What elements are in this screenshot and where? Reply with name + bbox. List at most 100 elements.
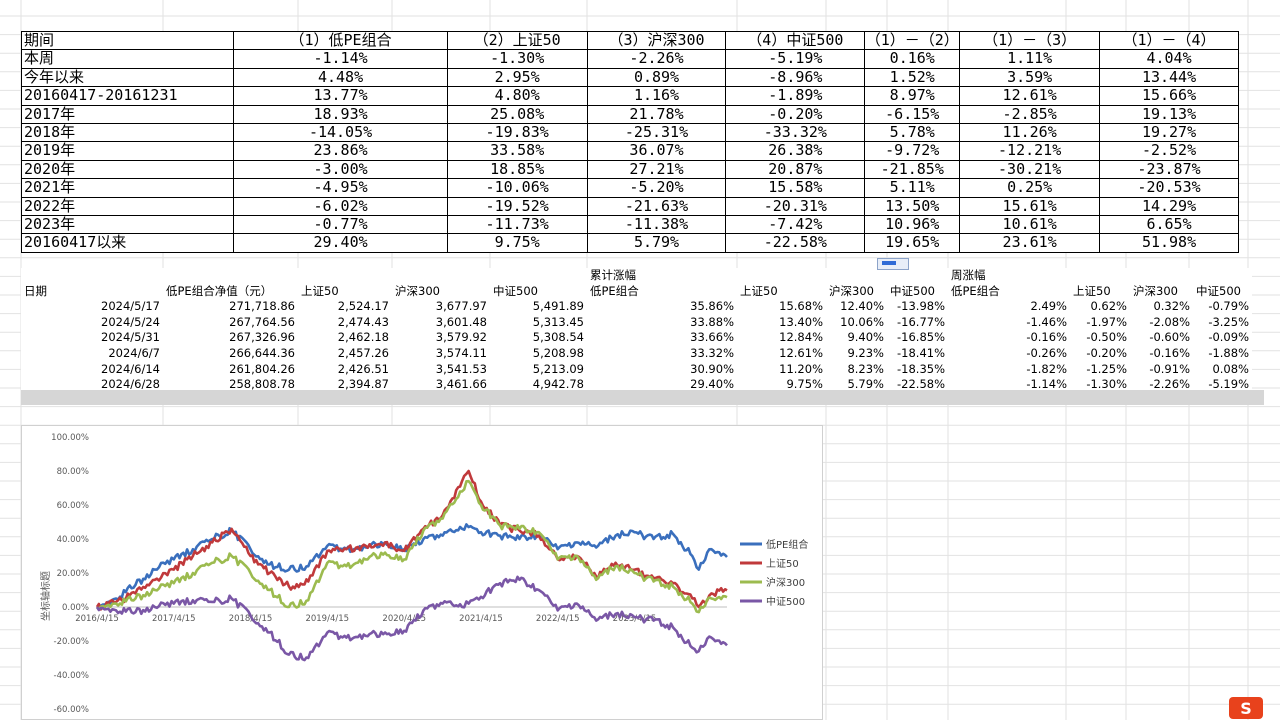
detail-value-cell[interactable]: -18.35%: [897, 361, 945, 376]
series-line-上证50[interactable]: [95, 469, 728, 611]
detail-value-cell[interactable]: 33.88%: [690, 314, 734, 329]
summary-value-cell[interactable]: 27.21%: [586, 159, 727, 180]
summary-value-cell[interactable]: 36.07%: [586, 141, 727, 161]
summary-period-cell[interactable]: 20160417以来: [20, 233, 235, 253]
detail-value-cell[interactable]: 5.79%: [847, 377, 884, 392]
detail-value-cell[interactable]: 0.08%: [1212, 361, 1249, 376]
summary-value-cell[interactable]: -22.58%: [725, 233, 866, 253]
empty-cell[interactable]: [21, 268, 163, 284]
detail-value-cell[interactable]: -1.88%: [1208, 345, 1249, 360]
legend-label[interactable]: 沪深300: [766, 576, 805, 589]
detail-value-cell[interactable]: 2,474.43: [337, 314, 389, 329]
detail-value-cell[interactable]: 2,457.26: [337, 345, 389, 360]
detail-header-cell[interactable]: 低PE组合: [951, 283, 1000, 298]
detail-value-cell[interactable]: 11.20%: [779, 361, 823, 376]
summary-header-cell[interactable]: （1）低PE组合: [233, 30, 448, 51]
detail-value-cell[interactable]: 261,804.26: [229, 361, 295, 376]
summary-value-cell[interactable]: 18.93%: [233, 104, 448, 125]
empty-cell[interactable]: [298, 268, 392, 284]
detail-value-cell[interactable]: 4,942.78: [532, 377, 584, 392]
summary-value-cell[interactable]: -6.02%: [233, 196, 448, 217]
cumulative-group-label[interactable]: 累计涨幅: [590, 268, 636, 282]
detail-header-cell[interactable]: 上证50: [1073, 283, 1111, 298]
summary-value-cell[interactable]: 23.61%: [959, 233, 1101, 253]
summary-period-cell[interactable]: 2022年: [20, 196, 235, 217]
summary-value-cell[interactable]: -19.83%: [446, 123, 588, 143]
summary-value-cell[interactable]: 26.38%: [725, 141, 866, 161]
summary-value-cell[interactable]: 12.61%: [959, 86, 1101, 106]
summary-value-cell[interactable]: 21.78%: [586, 104, 727, 125]
summary-header-cell[interactable]: （1）－（4）: [1099, 30, 1239, 51]
detail-header-cell[interactable]: 中证500: [890, 283, 935, 298]
summary-value-cell[interactable]: -1.89%: [725, 86, 866, 106]
summary-value-cell[interactable]: -21.63%: [586, 196, 727, 217]
summary-value-cell[interactable]: 0.25%: [959, 178, 1101, 198]
summary-value-cell[interactable]: 33.58%: [446, 141, 588, 161]
empty-cell[interactable]: [1193, 268, 1252, 284]
detail-value-cell[interactable]: 2,426.51: [337, 361, 389, 376]
line-chart[interactable]: 100.00% 80.00% 60.00% 40.00% 20.00% 0.00% -20.…: [21, 425, 823, 720]
summary-value-cell[interactable]: 5.79%: [586, 233, 727, 253]
empty-cell[interactable]: [737, 268, 826, 284]
detail-value-cell[interactable]: 33.32%: [690, 345, 734, 360]
summary-value-cell[interactable]: 18.85%: [446, 159, 588, 180]
detail-value-cell[interactable]: -0.60%: [1149, 330, 1190, 345]
detail-value-cell[interactable]: 3,601.48: [435, 314, 487, 329]
summary-header-cell[interactable]: （3）沪深300: [586, 30, 727, 51]
series-line-沪深300[interactable]: [95, 479, 728, 614]
series-line-中证500[interactable]: [95, 575, 728, 662]
summary-value-cell[interactable]: 6.65%: [1099, 215, 1239, 235]
detail-value-cell[interactable]: 2,524.17: [337, 299, 389, 314]
summary-value-cell[interactable]: -14.05%: [233, 123, 448, 143]
detail-value-cell[interactable]: 5,491.89: [532, 299, 584, 314]
summary-value-cell[interactable]: 0.89%: [586, 67, 727, 88]
detail-value-cell[interactable]: 267,764.56: [229, 314, 295, 329]
summary-value-cell[interactable]: 1.16%: [586, 86, 727, 106]
summary-value-cell[interactable]: 25.08%: [446, 104, 588, 125]
detail-value-cell[interactable]: 9.75%: [786, 377, 823, 392]
summary-header-cell[interactable]: （4）中证500: [725, 30, 866, 51]
summary-value-cell[interactable]: 3.59%: [959, 67, 1101, 88]
summary-value-cell[interactable]: 19.65%: [864, 233, 961, 253]
summary-value-cell[interactable]: 13.44%: [1099, 67, 1239, 88]
detail-value-cell[interactable]: -0.16%: [1026, 330, 1067, 345]
summary-value-cell[interactable]: -0.20%: [725, 104, 866, 125]
detail-value-cell[interactable]: -3.25%: [1208, 314, 1249, 329]
empty-cell[interactable]: [887, 268, 948, 284]
summary-value-cell[interactable]: -21.85%: [864, 159, 961, 180]
summary-period-cell[interactable]: 2018年: [20, 123, 235, 143]
detail-value-cell[interactable]: -0.91%: [1149, 361, 1190, 376]
detail-date-cell[interactable]: 2024/5/24: [101, 314, 160, 329]
detail-value-cell[interactable]: -0.09%: [1208, 330, 1249, 345]
summary-value-cell[interactable]: 5.78%: [864, 123, 961, 143]
detail-value-cell[interactable]: -1.25%: [1086, 361, 1127, 376]
detail-date-cell[interactable]: 2024/6/28: [101, 377, 160, 392]
summary-header-cell[interactable]: 期间: [20, 30, 235, 51]
detail-date-cell[interactable]: 2024/6/14: [101, 361, 160, 376]
detail-value-cell[interactable]: -1.14%: [1026, 377, 1067, 392]
summary-value-cell[interactable]: 15.58%: [725, 178, 866, 198]
detail-value-cell[interactable]: 3,677.97: [435, 299, 487, 314]
summary-value-cell[interactable]: -2.26%: [586, 49, 727, 69]
summary-value-cell[interactable]: -30.21%: [959, 159, 1101, 180]
detail-header-cell[interactable]: 低PE组合净值（元）: [166, 283, 273, 298]
summary-value-cell[interactable]: 4.48%: [233, 67, 448, 88]
summary-value-cell[interactable]: 2.95%: [446, 67, 588, 88]
summary-value-cell[interactable]: 4.04%: [1099, 49, 1239, 69]
detail-header-cell[interactable]: 中证500: [493, 283, 538, 298]
detail-date-cell[interactable]: 2024/5/17: [101, 299, 160, 314]
detail-value-cell[interactable]: 258,808.78: [229, 377, 295, 392]
detail-header-cell[interactable]: 上证50: [740, 283, 778, 298]
detail-value-cell[interactable]: -1.46%: [1026, 314, 1067, 329]
summary-value-cell[interactable]: 13.77%: [233, 86, 448, 106]
summary-value-cell[interactable]: -2.85%: [959, 104, 1101, 125]
detail-value-cell[interactable]: 2,462.18: [337, 330, 389, 345]
detail-header-cell[interactable]: 沪深300: [1133, 283, 1178, 298]
detail-value-cell[interactable]: -1.97%: [1086, 314, 1127, 329]
summary-value-cell[interactable]: 0.16%: [864, 49, 961, 69]
summary-value-cell[interactable]: -3.00%: [233, 159, 448, 180]
summary-header-cell[interactable]: （2）上证50: [446, 30, 588, 51]
summary-period-cell[interactable]: 2020年: [20, 159, 235, 180]
summary-value-cell[interactable]: -4.95%: [233, 178, 448, 198]
summary-value-cell[interactable]: -25.31%: [586, 123, 727, 143]
